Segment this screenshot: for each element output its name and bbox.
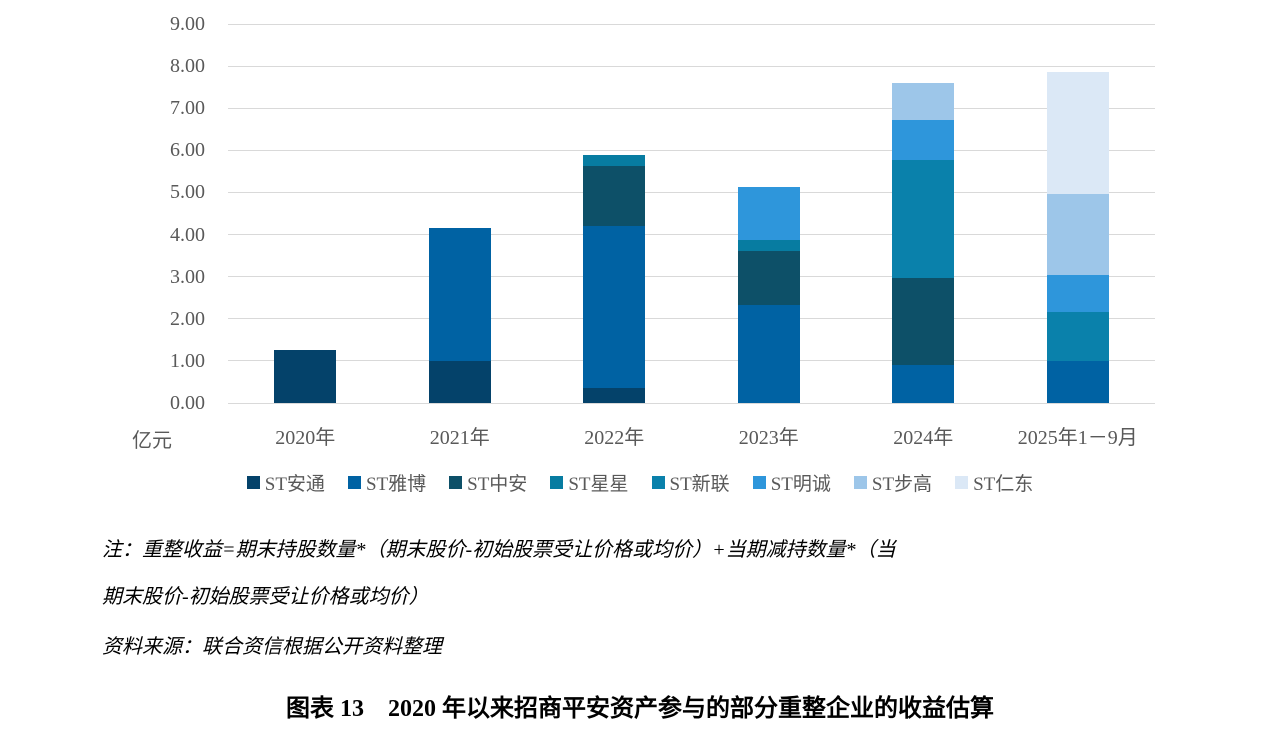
y-axis-tick-labels: 0.00 1.00 2.00 3.00 4.00 5.00 6.00 7.00 8.00 9.00: [110, 14, 205, 413]
bar-segment-ST明诚: [892, 119, 955, 161]
chart-legend: ST安通 ST雅博 ST中安 ST星星 ST新联 ST明诚 ST步高 ST仁东: [0, 469, 1280, 496]
legend-item-ST雅博: ST雅博: [347, 469, 427, 496]
x-axis-tick-labels: 2020年 2021年 2022年 2023年 2024年 2025年1－9月: [228, 421, 1155, 451]
y-axis-tick: 0.00: [170, 392, 205, 414]
stacked-bar-2021年: [428, 228, 491, 403]
gridline: [228, 65, 1155, 67]
bar-segment-ST中安: [737, 251, 800, 306]
bar-segment-ST雅博: [1046, 360, 1109, 403]
legend-item-ST安通: ST安通: [246, 469, 325, 496]
gridline: [228, 23, 1155, 25]
gridline: [228, 149, 1155, 151]
x-axis-tick: 2020年: [275, 427, 336, 449]
legend-label: ST中安: [467, 474, 528, 495]
gridline: [228, 360, 1155, 362]
bar-segment-ST新联: [1046, 312, 1109, 361]
bar-segment-ST中安: [892, 278, 955, 366]
bar-segment-ST雅博: [583, 226, 646, 389]
stacked-bar-2022年: [583, 154, 646, 403]
source-line: 资料来源：联合资信根据公开资料整理: [102, 636, 442, 658]
y-axis-tick: 7.00: [170, 97, 205, 120]
legend-item-ST中安: ST中安: [449, 469, 527, 496]
bar-segment-ST安通: [428, 360, 491, 403]
legend-swatch-icon: [853, 476, 867, 489]
bar-segment-ST明诚: [737, 186, 800, 240]
legend-swatch-icon: [550, 476, 564, 489]
legend-item-ST星星: ST星星: [550, 469, 629, 496]
bar-segment-ST步高: [1046, 193, 1109, 276]
bar-segment-ST星星: [737, 239, 800, 252]
legend-label: ST新联: [669, 474, 730, 495]
gridline: [228, 276, 1155, 278]
legend-swatch-icon: [347, 476, 361, 489]
x-axis-tick: 2022年: [584, 427, 645, 449]
y-axis-tick: 9.00: [170, 13, 205, 35]
legend-swatch-icon: [449, 476, 463, 489]
bar-segment-ST明诚: [1046, 275, 1109, 313]
y-axis-tick: 1.00: [170, 349, 205, 372]
note-line-2: 期末股价-初始股票受让价格或均价）: [102, 586, 429, 608]
legend-item-ST步高: ST步高: [853, 469, 933, 496]
bar-segment-ST安通: [274, 350, 337, 403]
legend-item-ST仁东: ST仁东: [955, 469, 1033, 496]
gridline: [228, 234, 1155, 236]
stacked-bar-2025年1－9月: [1046, 72, 1109, 403]
legend-swatch-icon: [955, 476, 969, 489]
gridline: [228, 191, 1155, 193]
bar-segment-ST步高: [892, 82, 955, 120]
stacked-bar-2020年: [274, 350, 337, 403]
plot-area: [228, 23, 1155, 404]
bar-segment-ST仁东: [1046, 72, 1109, 194]
bar-segment-ST星星: [583, 154, 646, 167]
legend-swatch-icon: [246, 476, 260, 489]
y-axis-tick: 6.00: [170, 139, 205, 162]
stacked-bar-2023年: [737, 186, 800, 403]
stacked-bar-2024年: [892, 82, 955, 403]
legend-swatch-icon: [651, 476, 665, 489]
bar-segment-ST中安: [583, 166, 646, 227]
x-axis-tick: 2025年1－9月: [1017, 427, 1138, 449]
legend-label: ST雅博: [365, 474, 427, 495]
x-axis-tick: 2023年: [738, 427, 799, 449]
bar-segment-ST雅博: [737, 305, 800, 403]
legend-label: ST安通: [264, 474, 325, 495]
legend-label: ST步高: [871, 474, 933, 495]
x-axis-tick: 2024年: [893, 427, 954, 449]
y-axis-tick: 2.00: [170, 307, 205, 330]
y-axis-tick: 5.00: [170, 181, 205, 204]
bar-segment-ST新联: [892, 160, 955, 279]
bar-segment-ST雅博: [892, 365, 955, 403]
y-axis-tick: 4.00: [170, 223, 205, 246]
y-axis-tick: 8.00: [170, 55, 205, 78]
legend-label: ST明诚: [770, 474, 831, 495]
gridline: [228, 318, 1155, 320]
gridline: [228, 402, 1155, 404]
bar-segment-ST雅博: [428, 228, 491, 361]
figure-caption: 图表 13 2020 年以来招商平安资产参与的部分重整企业的收益估算: [286, 696, 994, 722]
gridline: [228, 107, 1155, 109]
note-line-1: 注：重整收益=期末持股数量*（期末股价-初始股票受让价格或均价）+当期减持数量*…: [102, 539, 896, 561]
chart-notes: 注：重整收益=期末持股数量*（期末股价-初始股票受让价格或均价）+当期减持数量*…: [102, 527, 1192, 671]
legend-label: ST仁东: [973, 474, 1034, 495]
legend-swatch-icon: [752, 476, 766, 489]
y-axis-tick: 3.00: [170, 265, 205, 288]
legend-label: ST星星: [568, 474, 629, 495]
y-axis-unit-label: 亿元: [132, 430, 172, 452]
legend-item-ST新联: ST新联: [651, 469, 730, 496]
bar-segment-ST安通: [583, 388, 646, 403]
legend-item-ST明诚: ST明诚: [752, 469, 831, 496]
x-axis-tick: 2021年: [429, 427, 490, 449]
